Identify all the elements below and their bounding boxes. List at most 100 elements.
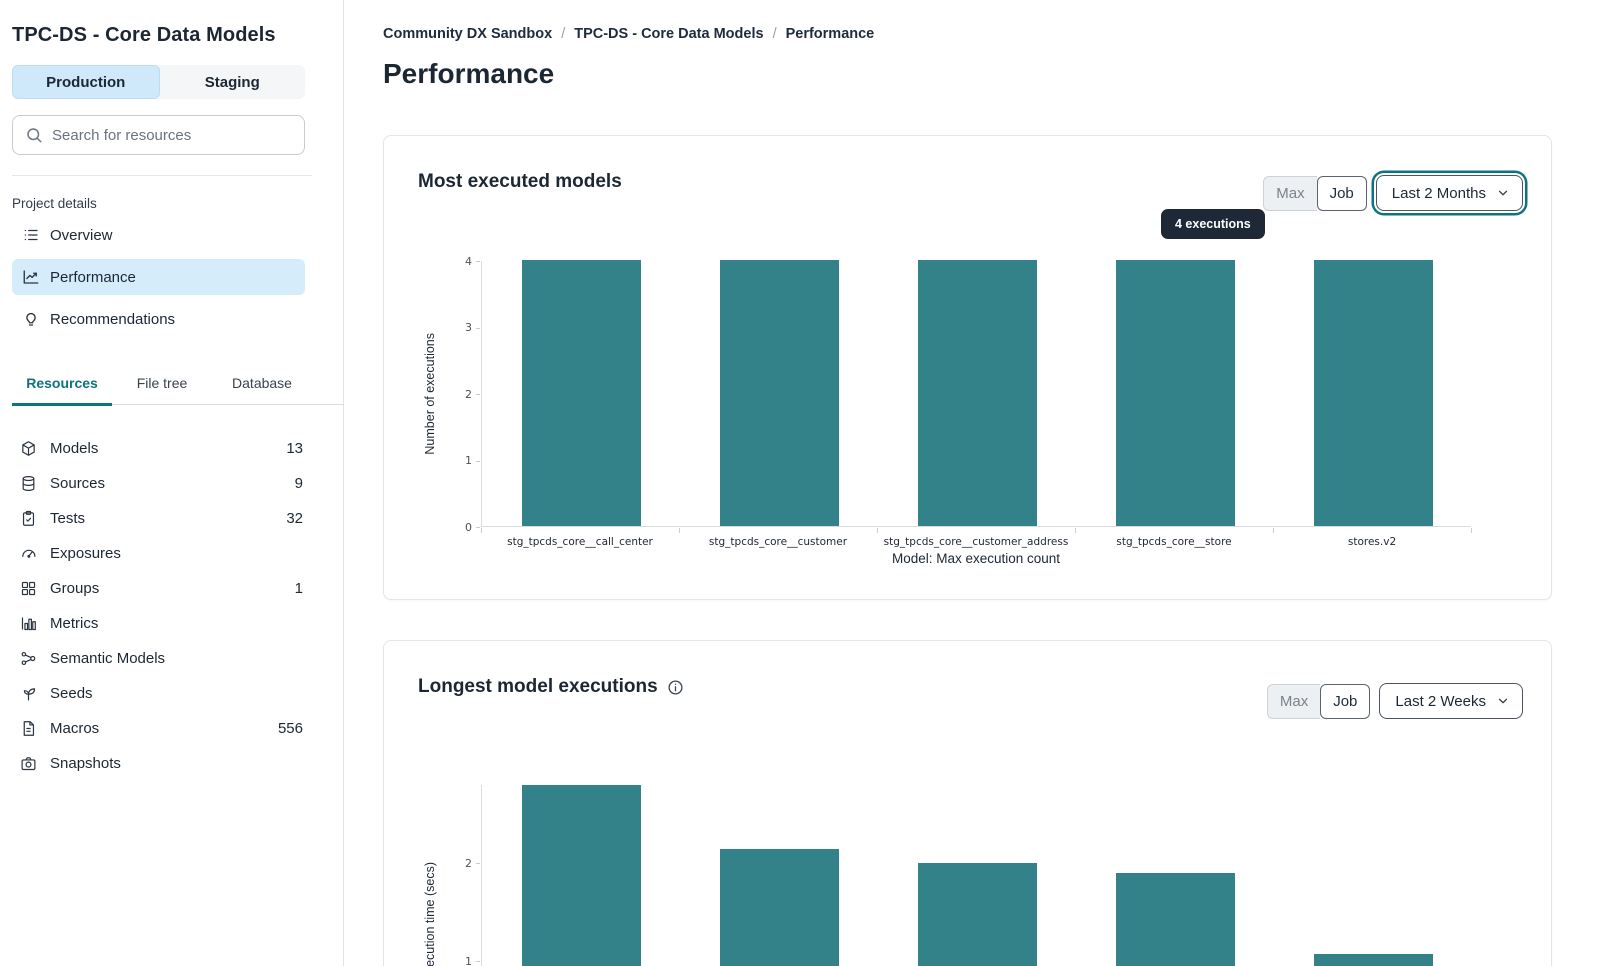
bar[interactable] bbox=[719, 260, 839, 526]
sidebar-item-recommendations[interactable]: Recommendations bbox=[12, 301, 305, 337]
resource-label: Sources bbox=[50, 475, 106, 492]
y-tick-mark bbox=[476, 261, 480, 262]
bar[interactable] bbox=[521, 785, 641, 966]
tab-database[interactable]: Database bbox=[232, 375, 292, 391]
card-title: Most executed models bbox=[418, 171, 622, 192]
longest-model-executions-card: Longest model executions Max Job Last 2 … bbox=[383, 640, 1552, 966]
tab-file-tree[interactable]: File tree bbox=[136, 375, 188, 391]
bar[interactable] bbox=[1115, 873, 1235, 966]
resource-row-exposures[interactable]: Exposures bbox=[12, 536, 305, 571]
x-category-label: stg_tpcds_core__customer bbox=[708, 536, 848, 548]
breadcrumb-item[interactable]: TPC-DS - Core Data Models bbox=[574, 26, 764, 42]
resource-label: Exposures bbox=[50, 545, 121, 562]
breadcrumb-item[interactable]: Community DX Sandbox bbox=[383, 26, 553, 42]
chevron-down-icon bbox=[1498, 190, 1508, 196]
y-tick-label: 1 bbox=[465, 954, 472, 966]
sidebar-divider bbox=[12, 175, 312, 176]
resource-label: Groups bbox=[50, 580, 100, 597]
resource-label: Snapshots bbox=[50, 755, 121, 772]
resource-count: 556 bbox=[277, 720, 303, 737]
sidebar-item-label: Recommendations bbox=[50, 310, 176, 328]
y-tick-mark bbox=[476, 327, 480, 329]
bar-chart-execution-time bbox=[481, 785, 1471, 966]
y-tick-label: 4 bbox=[465, 254, 472, 268]
environment-toggle: Production Staging bbox=[12, 65, 305, 99]
resource-label: Models bbox=[50, 440, 99, 457]
database-icon bbox=[22, 476, 35, 491]
list-icon bbox=[24, 229, 38, 241]
max-button[interactable]: Max bbox=[1266, 683, 1321, 719]
document-icon bbox=[23, 721, 35, 736]
bar[interactable] bbox=[917, 863, 1037, 966]
main-content: Community DX Sandbox / TPC-DS - Core Dat… bbox=[383, 0, 1552, 966]
resource-label: Tests bbox=[50, 510, 86, 527]
info-icon[interactable] bbox=[667, 679, 684, 696]
search-box[interactable] bbox=[12, 115, 305, 155]
y-tick-label: 2 bbox=[465, 387, 472, 401]
chart-line-icon bbox=[23, 270, 39, 284]
bar-chart-icon bbox=[21, 617, 36, 631]
x-category-label: stg_tpcds_core__store bbox=[1116, 536, 1232, 548]
sidebar-item-label: Overview bbox=[50, 226, 113, 244]
resource-row-groups[interactable]: Groups 1 bbox=[12, 571, 305, 606]
max-button[interactable]: Max bbox=[1263, 175, 1317, 211]
resource-row-seeds[interactable]: Seeds bbox=[12, 676, 305, 711]
sidebar-item-performance[interactable]: Performance bbox=[12, 259, 305, 295]
bar[interactable] bbox=[719, 848, 839, 966]
tab-resources[interactable]: Resources bbox=[12, 365, 112, 406]
bar[interactable] bbox=[917, 260, 1037, 526]
sidebar: TPC-DS - Core Data Models Production Sta… bbox=[0, 0, 344, 966]
y-axis-label: Execution time (secs) bbox=[423, 862, 437, 966]
search-input[interactable] bbox=[52, 126, 292, 144]
time-range-select[interactable]: Last 2 Months bbox=[1375, 175, 1523, 211]
resource-row-models[interactable]: Models 13 bbox=[12, 431, 305, 466]
seedling-icon bbox=[23, 688, 36, 701]
job-button[interactable]: Job bbox=[1316, 175, 1367, 211]
resource-row-tests[interactable]: Tests 32 bbox=[12, 501, 305, 536]
y-tick-mark bbox=[476, 961, 480, 963]
resource-row-sources[interactable]: Sources 9 bbox=[12, 466, 305, 501]
x-category-label: stg_tpcds_core__customer_address bbox=[883, 536, 1069, 548]
y-tick-mark bbox=[476, 394, 480, 395]
x-tick-mark bbox=[481, 528, 482, 533]
y-tick-mark bbox=[476, 460, 480, 462]
bar[interactable] bbox=[1313, 260, 1433, 526]
search-icon bbox=[27, 128, 42, 143]
gauge-icon bbox=[22, 549, 36, 558]
grid-icon bbox=[21, 581, 36, 596]
breadcrumb-item-current: Performance bbox=[785, 26, 875, 42]
card-controls: Max Job Last 2 Months bbox=[1263, 175, 1523, 211]
chart-tooltip: 4 executions bbox=[1161, 209, 1265, 239]
breadcrumb: Community DX Sandbox / TPC-DS - Core Dat… bbox=[383, 26, 874, 42]
y-tick-mark bbox=[476, 863, 480, 865]
x-axis-label: Model: Max execution count bbox=[891, 551, 1061, 566]
most-executed-models-card: Most executed models Max Job Last 2 Mont… bbox=[383, 135, 1552, 600]
y-axis-label: Number of executions bbox=[423, 333, 437, 455]
resource-count: 13 bbox=[286, 440, 303, 457]
x-tick-mark bbox=[1075, 528, 1076, 533]
job-button[interactable]: Job bbox=[1320, 683, 1371, 719]
staging-toggle[interactable]: Staging bbox=[204, 73, 260, 91]
bar[interactable] bbox=[1115, 260, 1235, 526]
sidebar-item-overview[interactable]: Overview bbox=[12, 217, 305, 253]
x-tick-mark bbox=[1273, 528, 1274, 533]
production-toggle[interactable]: Production bbox=[12, 65, 160, 99]
breadcrumb-separator: / bbox=[561, 26, 566, 42]
resource-row-snapshots[interactable]: Snapshots bbox=[12, 746, 305, 781]
resource-count: 9 bbox=[294, 475, 303, 492]
resource-label: Metrics bbox=[50, 615, 99, 632]
resource-count: 1 bbox=[294, 580, 303, 597]
time-range-select[interactable]: Last 2 Weeks bbox=[1379, 683, 1523, 719]
card-controls: Max Job Last 2 Weeks bbox=[1266, 683, 1523, 719]
resource-row-metrics[interactable]: Metrics bbox=[12, 606, 305, 641]
resource-row-macros[interactable]: Macros 556 bbox=[12, 711, 305, 746]
cube-icon bbox=[22, 441, 35, 456]
x-category-label: stores.v2 bbox=[1347, 536, 1397, 548]
page-title: Performance bbox=[383, 58, 555, 89]
bar[interactable] bbox=[521, 260, 641, 526]
resource-row-semantic-models[interactable]: Semantic Models bbox=[12, 641, 305, 676]
bar[interactable] bbox=[1313, 954, 1433, 966]
sidebar-tabs: Resources File tree Database bbox=[12, 365, 344, 406]
x-category-label: stg_tpcds_core__call_center bbox=[507, 536, 653, 548]
